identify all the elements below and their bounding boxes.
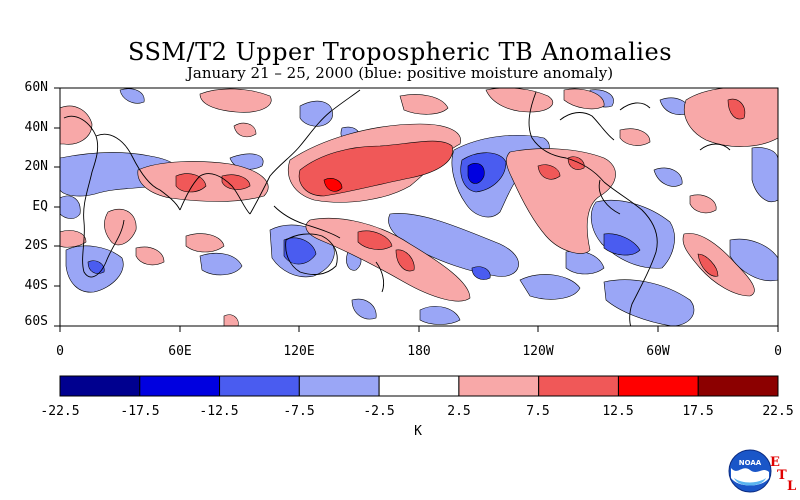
colorbar-tick-label: 22.5 [762, 404, 794, 419]
colorbar-tick-label: -17.5 [120, 404, 160, 419]
positive-anomaly [223, 314, 239, 326]
negative-anomaly [419, 306, 461, 325]
positive-anomaly-strong [727, 98, 746, 120]
noaa-logo: NOAA [728, 449, 772, 493]
etl-letter: E [770, 455, 780, 470]
positive-anomaly [199, 88, 272, 113]
positive-anomaly-strong [395, 249, 415, 272]
colorbar-tick-label: -7.5 [283, 404, 315, 419]
positive-anomaly [135, 246, 165, 266]
colorbar-unit: K [414, 424, 422, 439]
lon-label: 0 [56, 344, 64, 359]
negative-anomaly [751, 147, 778, 202]
negative-anomaly [603, 279, 695, 326]
negative-anomaly [60, 195, 81, 219]
colorbar-swatch [617, 375, 699, 397]
positive-anomaly-strong [697, 253, 719, 277]
negative-anomaly-strong [87, 260, 105, 274]
colorbar-swatch [139, 375, 221, 397]
negative-anomaly [119, 88, 145, 104]
colorbar-swatch [378, 375, 460, 397]
negative-anomaly-max [467, 163, 485, 184]
negative-anomaly [299, 100, 333, 127]
colorbar-tick-label: -12.5 [199, 404, 239, 419]
map-ticks [54, 87, 779, 332]
negative-anomaly-strong [471, 266, 491, 280]
positive-anomaly [563, 88, 605, 110]
lat-label: 40N [24, 120, 48, 135]
negative-anomaly [519, 274, 581, 300]
lon-label: 120W [522, 344, 554, 359]
positive-anomaly [305, 217, 471, 302]
positive-anomaly [104, 208, 137, 246]
colorbar-swatch [298, 375, 380, 397]
positive-anomaly [682, 233, 755, 297]
colorbar [59, 375, 779, 397]
chart-title: SSM/T2 Upper Tropospheric TB Anomalies [127, 38, 673, 66]
lon-label: 60E [168, 344, 192, 359]
lat-label: 60N [24, 80, 48, 95]
positive-anomaly-strong [537, 164, 561, 180]
colorbar-tick-label: -2.5 [363, 404, 395, 419]
positive-anomaly-strong [221, 174, 251, 190]
lat-label: 40S [24, 278, 48, 293]
negative-anomaly [565, 250, 605, 275]
positive-anomaly [233, 122, 257, 138]
positive-anomaly [689, 194, 717, 214]
lat-label: 20N [24, 159, 48, 174]
lon-label: 0 [774, 344, 782, 359]
negative-anomaly [351, 298, 377, 320]
negative-anomaly [199, 253, 243, 276]
chart-subtitle: January 21 – 25, 2000 (blue: positive mo… [186, 64, 614, 82]
colorbar-tick-label: 2.5 [447, 404, 471, 419]
etl-letter: T [777, 468, 787, 483]
positive-anomaly [684, 88, 778, 147]
positive-anomaly [506, 148, 616, 254]
colorbar-swatch [219, 375, 300, 397]
logo-text: NOAA [739, 459, 762, 467]
colorbar-swatch [538, 375, 619, 397]
etl-letter: L [787, 479, 797, 494]
positive-anomaly [60, 105, 93, 145]
negative-anomaly [653, 167, 683, 187]
positive-anomaly-max [323, 178, 343, 192]
colorbar-swatch [458, 375, 540, 397]
positive-anomaly [60, 230, 87, 248]
colorbar-tick-label: -22.5 [40, 404, 80, 419]
positive-anomaly [619, 128, 651, 146]
lon-label: 120E [283, 344, 315, 359]
positive-anomaly [185, 233, 225, 253]
colorbar-tick-label: 7.5 [526, 404, 550, 419]
lon-label: 180 [407, 344, 431, 359]
lon-label: 60W [646, 344, 670, 359]
lat-label: 60S [24, 314, 48, 329]
colorbar-swatch [59, 375, 141, 397]
coastlines [63, 89, 731, 326]
positive-anomaly-strong [357, 230, 393, 250]
positive-anomaly [399, 94, 449, 115]
lat-label: 20S [24, 238, 48, 253]
colorbar-swatch [697, 375, 779, 397]
positive-anomaly [485, 88, 554, 113]
colorbar-tick-label: 17.5 [682, 404, 714, 419]
colorbar-tick-label: 12.5 [602, 404, 634, 419]
lat-label: EQ [32, 199, 48, 214]
anomaly-fields [60, 88, 778, 326]
negative-anomaly-strong [603, 233, 641, 256]
